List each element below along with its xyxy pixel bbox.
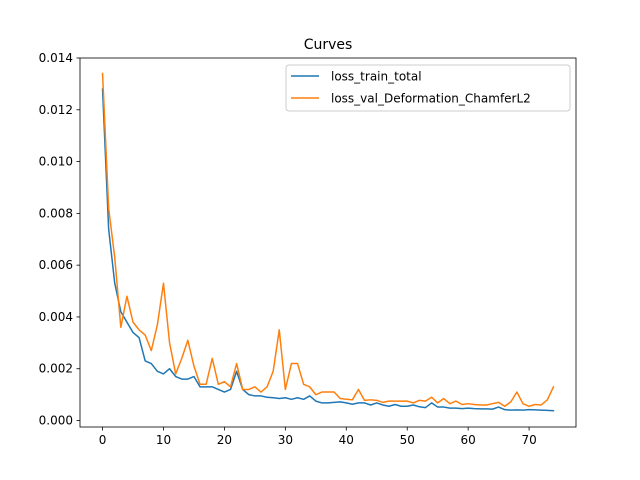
legend: loss_train_total loss_val_Deformation_Cha… [285,64,571,112]
x-tick-label: 40 [339,433,354,447]
y-tick-label: 0.014 [39,51,73,65]
y-tick-label: 0.002 [39,362,73,376]
axes: 0 10 20 30 40 50 60 70 0.000 0.002 0.004 0.006 0.008… [39,51,577,447]
axes-frame [79,57,577,428]
x-tick-label: 70 [521,433,536,447]
y-tick-label: 0.010 [39,155,73,169]
chart-title: Curves [304,37,353,53]
x-tick-label: 30 [278,433,293,447]
x-tick-label: 20 [217,433,232,447]
legend-box [285,64,571,112]
x-tick-label: 10 [156,433,171,447]
x-tick-label: 60 [461,433,476,447]
series-line-1 [101,88,555,412]
y-tick-label: 0.004 [39,310,73,324]
legend-label-1: loss_train_total [331,70,422,84]
y-tick-label: 0.000 [39,414,73,428]
x-tick-label: 50 [400,433,415,447]
x-tick-label: 0 [99,433,107,447]
y-tick-label: 0.012 [39,103,73,117]
series-line-2 [101,72,555,408]
y-tick-label: 0.008 [39,206,73,220]
y-tick-label: 0.006 [39,258,73,272]
legend-label-2: loss_val_Deformation_ChamferL2 [331,92,531,106]
plot-area [101,72,555,412]
